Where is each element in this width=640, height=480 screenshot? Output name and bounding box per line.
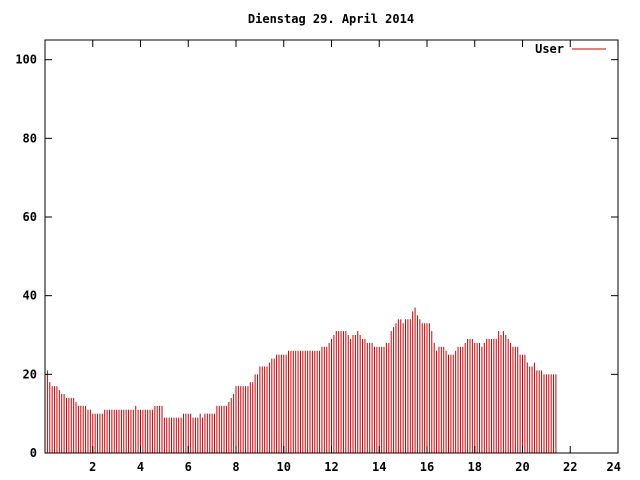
chart-title: Dienstag 29. April 2014 [248, 12, 414, 26]
x-tick-label: 6 [185, 460, 192, 474]
y-tick-label: 40 [23, 289, 37, 303]
x-tick-label: 24 [607, 460, 621, 474]
x-tick-label: 12 [324, 460, 338, 474]
x-tick-label: 8 [232, 460, 239, 474]
x-tick-label: 18 [468, 460, 482, 474]
x-tick-label: 14 [372, 460, 386, 474]
x-tick-label: 10 [277, 460, 291, 474]
legend: User [535, 42, 606, 56]
y-tick-label: 80 [23, 131, 37, 145]
y-tick-label: 0 [30, 446, 37, 460]
bars-layer [44, 307, 557, 453]
x-tick-label: 16 [420, 460, 434, 474]
x-tick-label: 22 [563, 460, 577, 474]
x-tick-label: 20 [515, 460, 529, 474]
x-tick-label: 4 [137, 460, 144, 474]
x-tick-label: 2 [89, 460, 96, 474]
y-tick-label: 20 [23, 367, 37, 381]
legend-label: User [535, 42, 564, 56]
y-tick-label: 60 [23, 210, 37, 224]
y-tick-label: 100 [15, 53, 37, 67]
